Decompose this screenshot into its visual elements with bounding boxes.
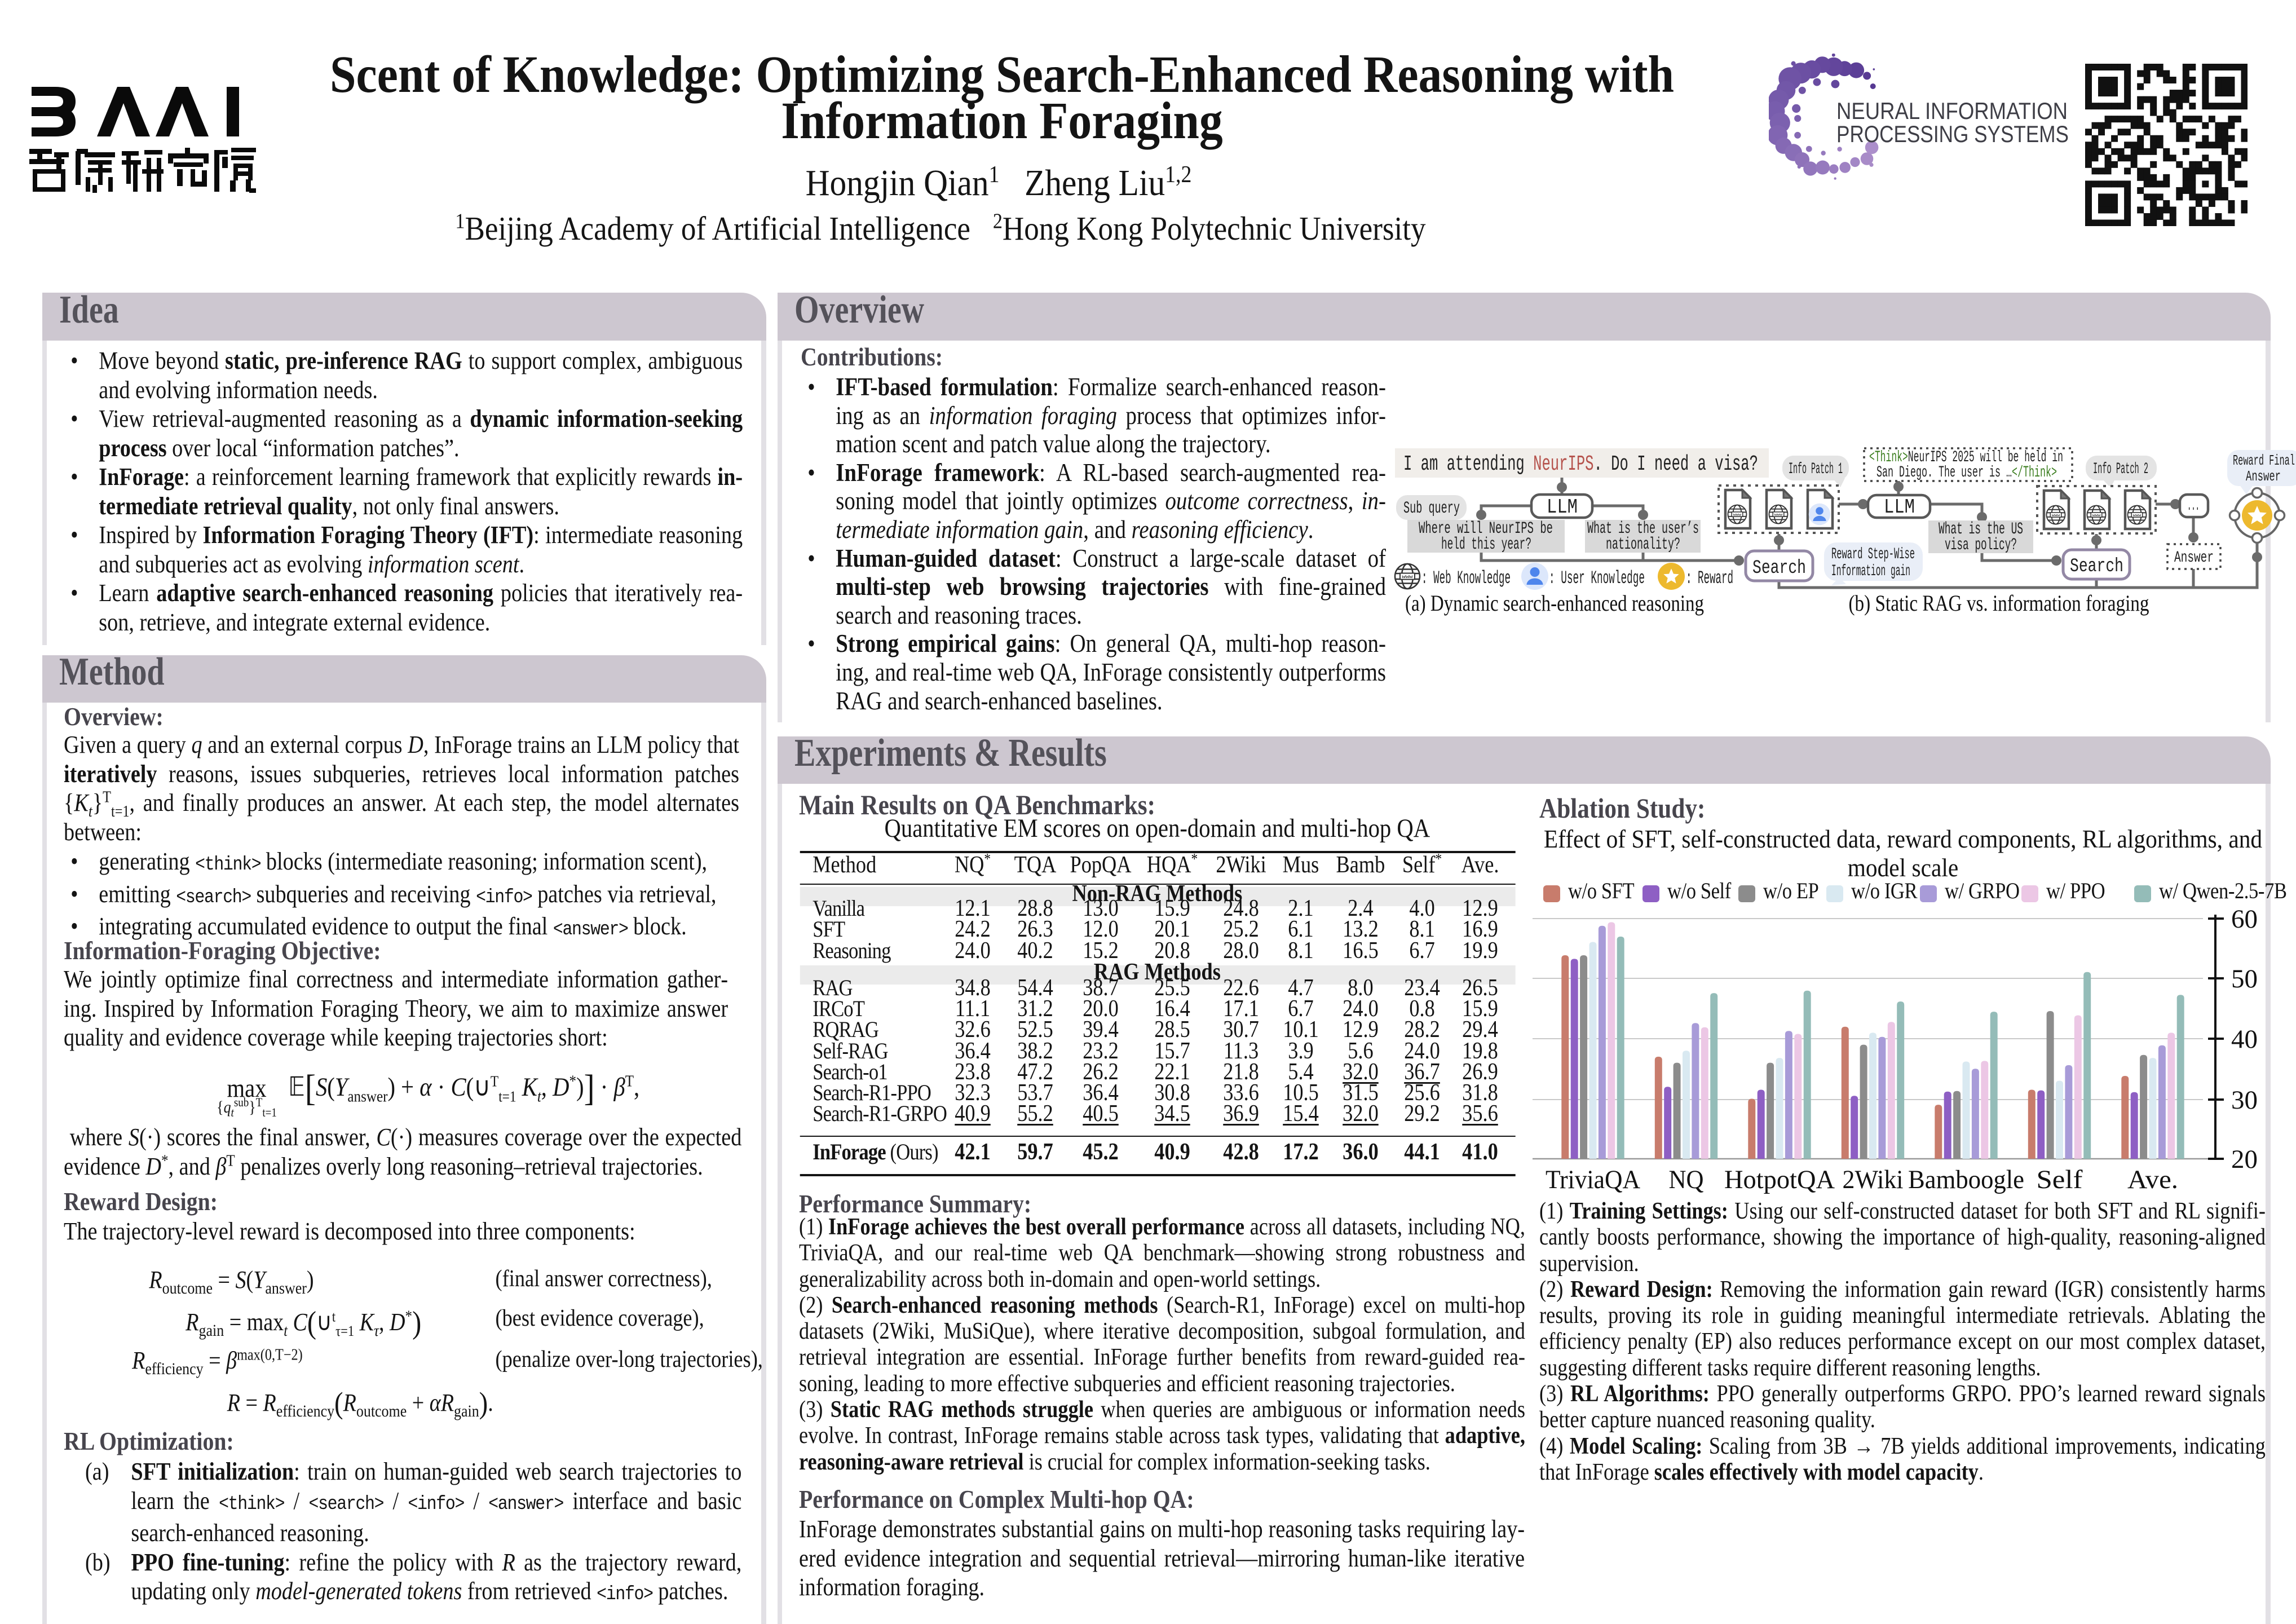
svg-text:Answer: Answer xyxy=(2246,468,2281,485)
svg-text:NQ: NQ xyxy=(1669,1165,1704,1194)
svg-text:(b) Static RAG vs. information: (b) Static RAG vs. information foraging xyxy=(1849,590,2149,616)
svg-text:...: ... xyxy=(2187,496,2200,515)
svg-text:Where will NeurIPS be: Where will NeurIPS be xyxy=(1419,519,1553,539)
svg-text:Ave.: Ave. xyxy=(2127,1165,2178,1194)
svg-text:NEURAL INFORMATION: NEURAL INFORMATION xyxy=(1836,98,2068,124)
svg-text:www: www xyxy=(2133,513,2141,517)
svg-text:www: www xyxy=(2092,513,2100,517)
svg-text:PROCESSING SYSTEMS: PROCESSING SYSTEMS xyxy=(1836,121,2069,147)
svg-text:Search: Search xyxy=(2070,556,2123,577)
svg-text:2Wiki: 2Wiki xyxy=(1843,1165,1904,1194)
svg-text:Information gain: Information gain xyxy=(1831,563,1910,580)
svg-text:30: 30 xyxy=(2231,1085,2258,1115)
svg-text:I am attending NeurIPS. Do I n: I am attending NeurIPS. Do I need a visa… xyxy=(1403,452,1758,476)
svg-text:Bamboogle: Bamboogle xyxy=(1908,1165,2024,1194)
svg-text:Self: Self xyxy=(2037,1165,2083,1194)
svg-text:visa policy?: visa policy? xyxy=(1945,536,2017,555)
svg-text:What is the US: What is the US xyxy=(1939,520,2023,539)
svg-text:: Web Knowledge: : Web Knowledge xyxy=(1421,568,1511,589)
svg-text:HotpotQA: HotpotQA xyxy=(1724,1165,1835,1194)
svg-text:held this year?: held this year? xyxy=(1441,535,1531,554)
svg-text:LLM: LLM xyxy=(1884,496,1915,519)
svg-text:20: 20 xyxy=(2231,1145,2258,1174)
svg-text:Reward Final: Reward Final xyxy=(2233,452,2295,469)
svg-text:40: 40 xyxy=(2231,1025,2258,1054)
svg-text:LLM: LLM xyxy=(1547,496,1578,519)
svg-text:www: www xyxy=(1733,513,1741,517)
svg-text:Info Patch 1: Info Patch 1 xyxy=(1789,461,1843,478)
svg-text:What is the user’s: What is the user’s xyxy=(1587,519,1699,539)
svg-text:50: 50 xyxy=(2231,964,2258,994)
svg-text:: Reward: : Reward xyxy=(1686,568,1733,589)
svg-text:www: www xyxy=(1402,574,1414,580)
svg-text:Sub query: Sub query xyxy=(1403,499,1460,518)
svg-text:Info Patch 2: Info Patch 2 xyxy=(2093,461,2148,478)
svg-text:Search: Search xyxy=(1752,558,1806,579)
svg-text:60: 60 xyxy=(2231,904,2258,934)
svg-text:Reward Step-Wise: Reward Step-Wise xyxy=(1831,546,1915,563)
svg-text:nationality?: nationality? xyxy=(1606,535,1680,554)
svg-text:Answer: Answer xyxy=(2174,549,2214,567)
svg-text:: User Knowledge: : User Knowledge xyxy=(1549,568,1645,589)
svg-text:TriviaQA: TriviaQA xyxy=(1546,1165,1640,1194)
svg-text:San Diego. The user is …</Thin: San Diego. The user is …</Think> xyxy=(1876,464,2057,482)
svg-text:<Think>NeurIPS 2025 will be he: <Think>NeurIPS 2025 will be held in xyxy=(1869,449,2063,466)
svg-text:www: www xyxy=(2052,513,2060,517)
svg-text:www: www xyxy=(1774,513,1782,517)
svg-text:(a) Dynamic search-enhanced re: (a) Dynamic search-enhanced reasoning xyxy=(1405,590,1704,616)
